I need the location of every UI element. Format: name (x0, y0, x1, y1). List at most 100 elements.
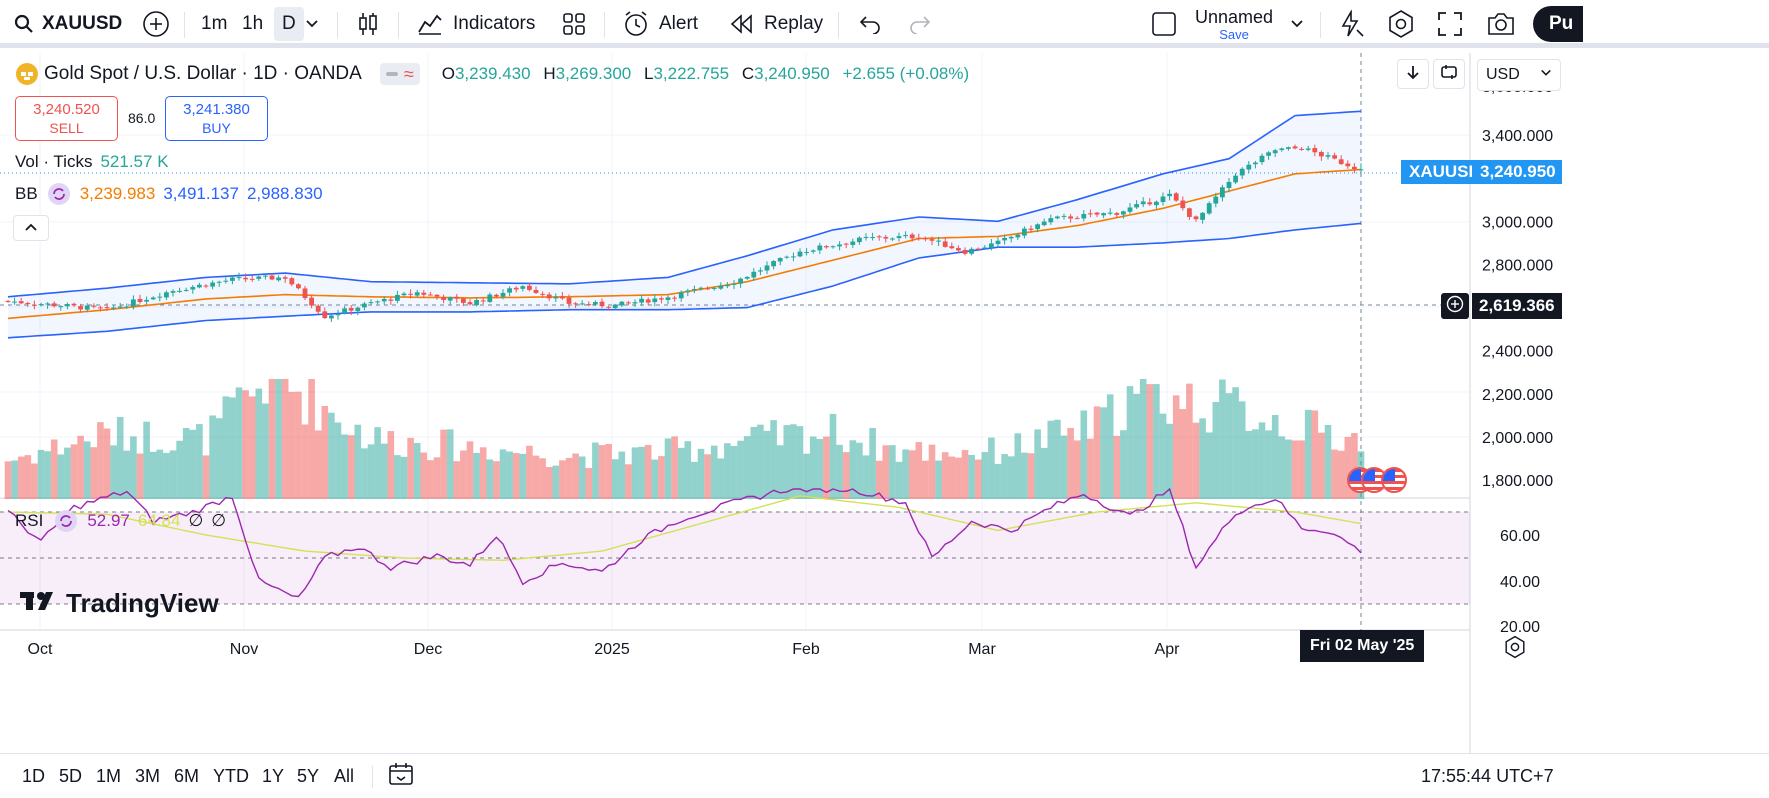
quick-search-button[interactable] (1337, 0, 1365, 48)
candle-body (777, 258, 783, 262)
range-5y[interactable]: 5Y (297, 766, 320, 786)
gear-icon (1386, 9, 1416, 39)
templates-button[interactable] (562, 0, 586, 48)
undo-button[interactable] (858, 0, 882, 48)
candle-body (936, 240, 941, 242)
symbol-title: Gold Spot / U.S. Dollar · 1D · OANDA (44, 63, 362, 84)
range-1y[interactable]: 1Y (262, 766, 285, 786)
volume-bar (578, 456, 586, 499)
us-flag-icon[interactable] (1381, 467, 1407, 493)
chart-area[interactable]: 3,600.0003,400.0003,000.0002,800.0002,40… (0, 53, 1769, 753)
layout-title: Unnamed (1195, 6, 1274, 27)
candle-body (1259, 155, 1265, 163)
range-5d[interactable]: 5D (59, 766, 83, 786)
ohlc-values: O3,239.430 H3,269.300 L3,222.755 C3,240.… (441, 64, 970, 83)
volume-bar (268, 379, 276, 499)
symbol-search[interactable]: XAUUSD (14, 0, 122, 48)
candle-body (1319, 152, 1324, 157)
volume-bar (1073, 440, 1081, 499)
collapse-legend-button[interactable] (13, 215, 49, 241)
bb-legend[interactable]: BB 3,239.983 3,491.137 2,988.830 (15, 183, 323, 205)
volume-legend[interactable]: Vol · Ticks 521.57 K (15, 152, 169, 172)
interval-1m[interactable]: 1m (201, 13, 228, 34)
publish-button[interactable]: Pu (1533, 6, 1583, 42)
candle-body (183, 289, 189, 291)
range-ytd[interactable]: YTD (213, 766, 249, 786)
top-toolbar: XAUUSD 1m 1h D Indicators Alert (0, 0, 1769, 48)
add-alert-button[interactable] (1441, 293, 1469, 319)
volume-bar (460, 450, 467, 499)
interval-dropdown[interactable] (305, 0, 319, 48)
go-to-date-button[interactable] (388, 754, 414, 798)
chart-settings-button[interactable] (1503, 635, 1527, 664)
candle-body (903, 235, 908, 237)
alert-button[interactable]: Alert (622, 0, 698, 48)
volume-bar (136, 453, 144, 499)
candle-body (850, 241, 856, 245)
layout-name[interactable]: Unnamed Save (1195, 0, 1273, 48)
divider (1320, 12, 1321, 38)
range-1m[interactable]: 1M (96, 766, 122, 786)
compare-button[interactable] (142, 0, 170, 48)
candle-body (837, 244, 842, 247)
candle-body (626, 302, 631, 304)
candle-body (1022, 228, 1027, 236)
buy-button[interactable]: 3,241.380 BUY (165, 96, 268, 141)
chart-type-button[interactable] (356, 0, 380, 48)
candle-body (1147, 202, 1153, 205)
candle-body (474, 300, 479, 306)
layout-checkbox[interactable] (1151, 0, 1177, 48)
bollinger-bands (7, 110, 1362, 339)
economic-events[interactable] (1347, 467, 1407, 493)
rsi-legend[interactable]: RSI 52.97 64.84 ∅ ∅ (15, 510, 226, 532)
legend-toggle[interactable]: ≈ (379, 63, 420, 85)
tradingview-logo[interactable]: TradingView (20, 588, 219, 619)
interval-1h[interactable]: 1h (242, 13, 264, 34)
candle-body (269, 275, 275, 280)
symbol-legend[interactable]: Gold Spot / U.S. Dollar · 1D · OANDA ≈ O… (16, 63, 969, 85)
range-1d[interactable]: 1D (22, 766, 46, 786)
candle-body (718, 285, 724, 289)
divider (398, 12, 399, 38)
currency-select[interactable]: USD (1477, 59, 1561, 91)
layout-dropdown[interactable] (1290, 0, 1304, 48)
volume-bar (1040, 447, 1048, 499)
candle-body (78, 306, 83, 310)
volume-bar (684, 441, 692, 499)
candle-body (1213, 196, 1219, 204)
candle-body (177, 290, 182, 292)
candle-body (645, 299, 651, 303)
range-3m[interactable]: 3M (135, 766, 161, 786)
candle-body (870, 237, 875, 239)
indicators-button[interactable]: Indicators (417, 0, 535, 48)
sell-button[interactable]: 3,240.520 SELL (15, 96, 118, 141)
volume-bar (908, 450, 916, 499)
snapshot-button[interactable] (1486, 0, 1516, 48)
replay-button[interactable]: Replay (730, 0, 823, 48)
redo-button[interactable] (908, 0, 932, 48)
interval-d[interactable]: D (274, 7, 304, 41)
candle-body (909, 234, 915, 239)
volume-bar (644, 444, 652, 499)
candle-body (355, 307, 361, 312)
bb-lower-value: 2,988.830 (246, 184, 323, 203)
volume-bar (889, 445, 896, 499)
volume-bar (605, 443, 612, 499)
range-6m[interactable]: 6M (174, 766, 200, 786)
clock[interactable]: 17:55:44 UTC+7 (1421, 766, 1554, 786)
settings-button[interactable] (1386, 0, 1416, 48)
bb-lower-line (7, 222, 1362, 339)
scroll-down-button[interactable] (1397, 59, 1429, 89)
volume-bar (4, 461, 12, 499)
volume-bar (341, 434, 348, 499)
volume-bar (70, 444, 78, 499)
range-all[interactable]: All (334, 766, 355, 786)
candle-body (857, 237, 862, 243)
chevron-down-icon (1540, 66, 1552, 84)
fullscreen-button[interactable] (1437, 0, 1463, 48)
candle-body (916, 237, 922, 239)
rewind-icon (730, 13, 754, 35)
chart-canvas[interactable]: 3,600.0003,400.0003,000.0002,800.0002,40… (0, 53, 1769, 753)
volume-bar (981, 452, 989, 499)
sync-button[interactable] (1433, 59, 1465, 89)
